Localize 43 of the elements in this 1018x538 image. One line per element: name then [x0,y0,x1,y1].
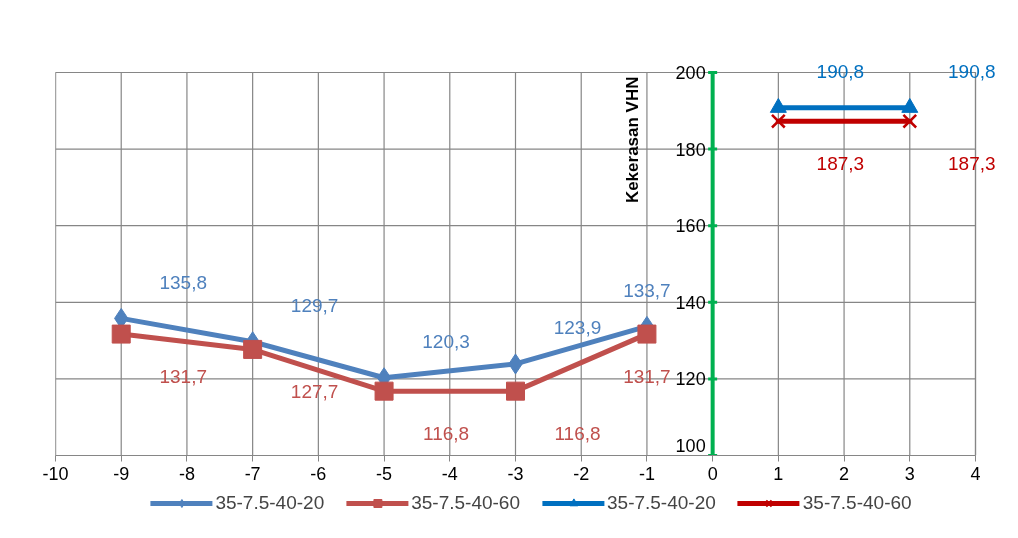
y-tick-label: 120 [675,369,706,390]
x-tick-label: 3 [904,463,915,484]
x-tick-label: -8 [178,463,195,484]
x-tick-label: -3 [507,463,524,484]
data-label: 116,8 [554,422,601,444]
data-label: 131,7 [623,365,671,387]
x-tick-label: -4 [441,463,458,484]
x-tick-label: -2 [573,463,590,484]
point [374,381,394,401]
point [111,324,131,344]
x-tick-label: -1 [638,463,655,484]
point [902,113,918,129]
y-tick-label: 200 [675,63,706,83]
x-tick-label: -5 [376,463,393,484]
data-label: 187,3 [816,152,865,174]
y-tick-label: 140 [675,292,706,313]
data-label: 133,7 [623,279,671,301]
x-tick-label: -10 [42,463,69,484]
point [243,339,263,359]
y-tick-label: 100 [675,436,706,456]
x-tick-label: -6 [310,463,327,484]
legend-label: 35-7.5-40-20 [607,492,716,514]
x-tick-label: 1 [773,463,784,484]
point [506,381,525,401]
data-label: 190,8 [948,61,996,83]
y-tick-label: 160 [675,216,706,237]
x-tick-label: 4 [970,463,981,484]
y-axis-title: Kekerasan VHN [623,76,643,204]
legend-label: 35-7.5-40-20 [215,492,325,514]
point [770,113,786,129]
data-label: 187,3 [948,152,996,174]
point [637,324,657,344]
legend-label: 35-7.5-40-60 [802,492,912,514]
y-tick-label: 180 [675,139,706,160]
x-tick-label: 0 [707,463,718,484]
x-tick-label: 2 [839,463,850,484]
legend-label: 35-7.5-40-60 [411,492,520,514]
data-label: 116,8 [423,422,470,444]
data-label: 135,8 [159,271,207,293]
data-label: 131,7 [159,365,207,387]
data-label: 190,8 [816,61,865,83]
x-tick-label: -7 [244,463,261,484]
x-tick-label: -9 [113,463,130,484]
